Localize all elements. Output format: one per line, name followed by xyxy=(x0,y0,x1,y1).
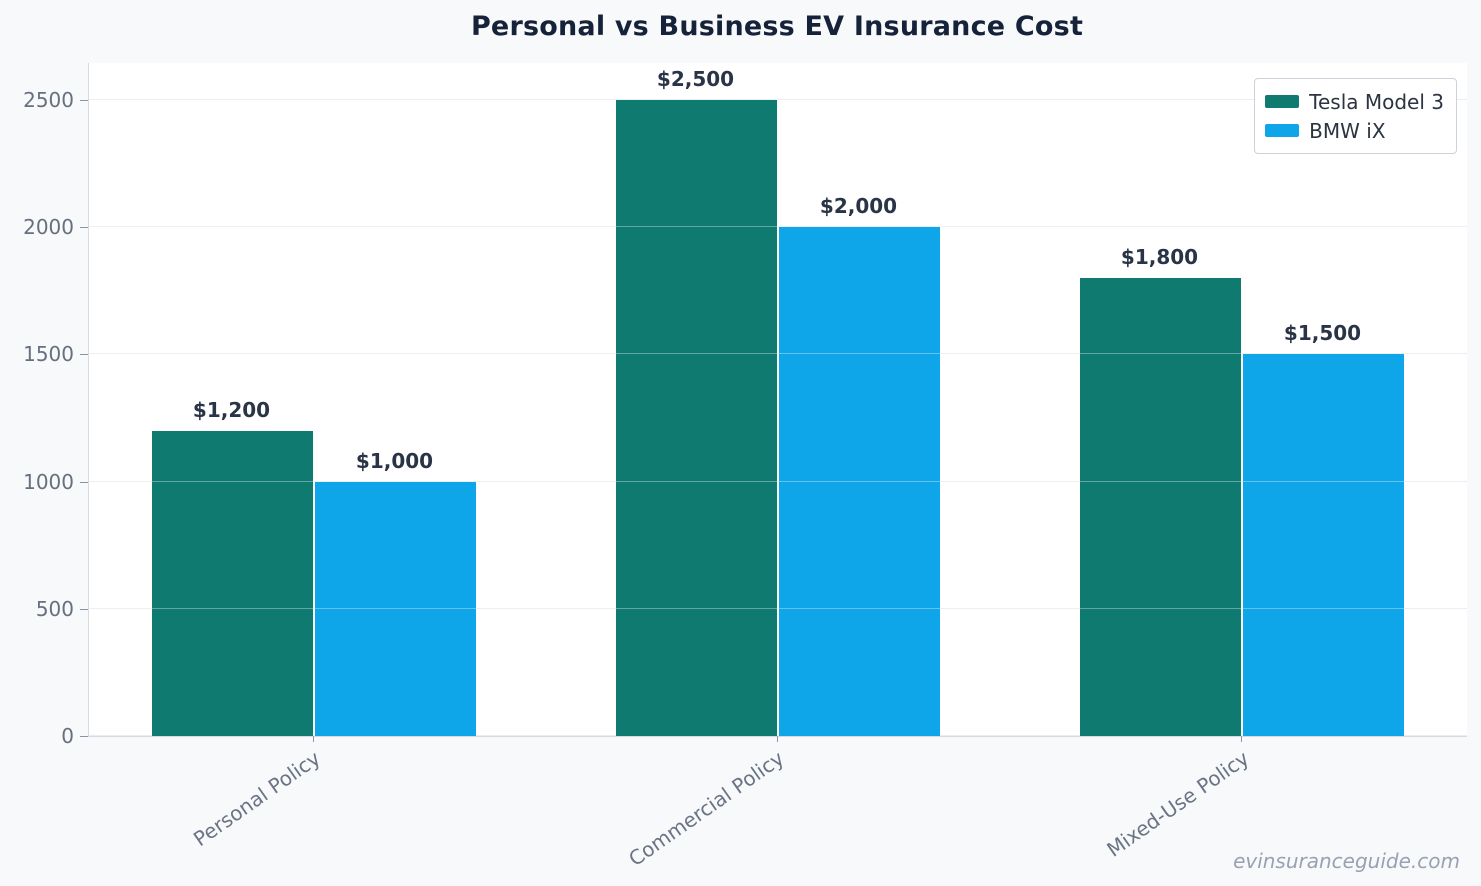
gridline xyxy=(89,353,1467,355)
bar-value-label: $1,000 xyxy=(355,448,434,473)
legend-label: Tesla Model 3 xyxy=(1309,89,1444,114)
bar-value-label: $2,500 xyxy=(656,67,735,92)
bar-value-label: $1,200 xyxy=(192,397,271,422)
gridline-overlay xyxy=(89,226,1467,228)
x-tick-mark xyxy=(1241,736,1242,742)
bar-tesla-model-3 xyxy=(152,430,313,736)
x-tick-mark xyxy=(777,736,778,742)
gridline-overlay xyxy=(89,480,1467,482)
bar-value-label: $1,500 xyxy=(1283,321,1362,346)
bar-value-label: $1,800 xyxy=(1120,245,1199,270)
y-tick-label: 1500 xyxy=(23,342,74,367)
bar-bmw-ix xyxy=(315,481,476,736)
legend-item: Tesla Model 3 xyxy=(1265,87,1444,116)
y-tick-mark xyxy=(80,608,88,610)
y-tick-mark xyxy=(80,354,88,356)
plot-area xyxy=(88,63,1467,737)
gridline-overlay xyxy=(89,607,1467,609)
x-tick-label: Commercial Policy xyxy=(624,746,789,871)
bar-value-label: $2,000 xyxy=(819,194,898,219)
chart-title: Personal vs Business EV Insurance Cost xyxy=(470,11,1084,42)
legend-swatch xyxy=(1265,95,1300,108)
x-tick-label: Personal Policy xyxy=(189,746,325,852)
gridline xyxy=(89,226,1467,228)
legend-label: BMW iX xyxy=(1309,118,1386,143)
y-tick-label: 1000 xyxy=(23,469,74,494)
legend-item: BMW iX xyxy=(1265,116,1444,145)
watermark: evinsuranceguide.com xyxy=(1233,849,1460,873)
legend-swatch xyxy=(1265,124,1300,137)
x-tick-label: Mixed-Use Policy xyxy=(1101,746,1253,862)
legend: Tesla Model 3 BMW iX xyxy=(1254,78,1457,154)
gridline xyxy=(89,480,1467,482)
gridline xyxy=(89,735,1467,736)
gridline-overlay xyxy=(89,353,1467,355)
y-tick-label: 2000 xyxy=(23,215,74,240)
y-tick-mark xyxy=(80,481,88,483)
gridline xyxy=(89,99,1467,101)
bar-bmw-ix xyxy=(1243,354,1404,736)
bar-tesla-model-3 xyxy=(616,100,777,736)
y-tick-label: 0 xyxy=(61,724,74,748)
bar-tesla-model-3 xyxy=(1080,278,1241,736)
y-tick-mark xyxy=(80,100,88,102)
gridline xyxy=(89,607,1467,609)
y-tick-label: 500 xyxy=(35,596,74,621)
y-tick-mark xyxy=(80,227,88,229)
x-tick-mark xyxy=(313,736,314,742)
y-tick-label: 2500 xyxy=(23,88,74,113)
gridline-overlay xyxy=(89,99,1467,101)
bar-bmw-ix xyxy=(779,227,940,736)
y-tick-mark xyxy=(80,736,88,737)
